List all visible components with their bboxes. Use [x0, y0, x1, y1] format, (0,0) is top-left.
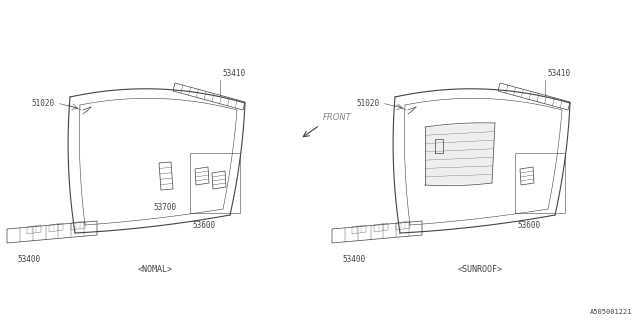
Text: <SUNROOF>: <SUNROOF> [458, 266, 502, 275]
Text: A505001221: A505001221 [589, 309, 632, 315]
Text: <NOMAL>: <NOMAL> [138, 266, 173, 275]
Text: 51020: 51020 [357, 99, 380, 108]
Text: 53600: 53600 [192, 221, 215, 230]
Text: 53410: 53410 [547, 69, 570, 78]
Text: 53400: 53400 [342, 255, 365, 264]
Text: 53400: 53400 [17, 255, 40, 264]
Text: FRONT: FRONT [323, 113, 352, 122]
Text: 53600: 53600 [517, 221, 540, 230]
Text: 53410: 53410 [222, 69, 245, 78]
Text: 53700: 53700 [153, 203, 176, 212]
Polygon shape [425, 123, 495, 185]
Text: 51020: 51020 [32, 99, 55, 108]
